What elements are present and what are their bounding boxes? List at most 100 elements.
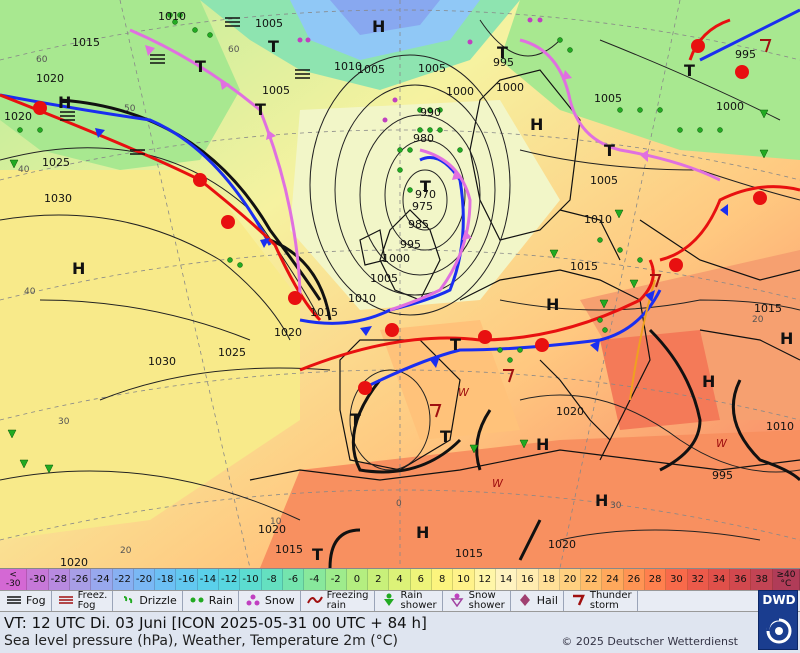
latitude-label: 60 <box>228 45 240 55</box>
front-symbols <box>33 39 767 395</box>
longitude-label: 0 <box>396 499 402 509</box>
scale-cell-min: < -30 <box>0 569 28 590</box>
scale-cell: -4 <box>304 569 326 590</box>
latitude-label: 40 <box>24 287 36 297</box>
low-pressure-center: T <box>604 141 615 160</box>
scale-cell: -10 <box>240 569 262 590</box>
legend-item-freezing-fog: Freez. Fog <box>52 591 114 611</box>
hail-icon <box>516 593 534 610</box>
isobar-label: 1010 <box>766 420 794 433</box>
fog-icon <box>5 593 23 610</box>
scale-cell: -8 <box>261 569 283 590</box>
warm-front <box>0 93 322 322</box>
scale-cell: -30 <box>27 569 49 590</box>
high-pressure-center: H <box>372 17 385 36</box>
legend-item-rain: Rain <box>183 591 239 611</box>
copyright-text: © 2025 Deutscher Wetterdienst <box>561 635 738 648</box>
warm-front-4 <box>688 18 731 61</box>
isobar-label: 1010 <box>158 10 186 23</box>
high-pressure-center: H <box>72 259 85 278</box>
thunderstorm-symbols <box>430 39 772 418</box>
warm-front-3 <box>659 185 800 262</box>
cold-front <box>0 93 272 246</box>
graticule-labels: 60 50 40 30 20 10 60 40 30 20 0 <box>18 45 764 556</box>
wet-weather-mark: W <box>716 437 728 450</box>
high-pressure-center: H <box>546 295 559 314</box>
isobar-label: 1015 <box>275 543 303 556</box>
latitude-label: 60 <box>36 55 48 65</box>
isobar-label: 1005 <box>590 174 618 187</box>
low-pressure-center: T <box>268 37 279 56</box>
scale-cell: 24 <box>602 569 624 590</box>
scale-cell: 22 <box>581 569 603 590</box>
scale-cell: -16 <box>176 569 198 590</box>
warm-front-2 <box>299 259 655 372</box>
isobar-label: 990 <box>420 106 441 119</box>
isobar-label: 995 <box>400 238 421 251</box>
low-pressure-center: T <box>312 545 323 564</box>
isobar-label: 1005 <box>594 92 622 105</box>
isobar-label: 985 <box>408 218 429 231</box>
legend-item-fog: Fog <box>0 591 52 611</box>
isobar-label: 1020 <box>556 405 584 418</box>
scale-cell: 10 <box>453 569 475 590</box>
legend-item-hail: Hail <box>511 591 564 611</box>
scale-cell: 14 <box>495 569 518 590</box>
low-pressure-center: T <box>255 100 266 119</box>
temperature-scale: < -30 -30 -28 -26 -24 -22 -20 -18 -16 -14 -12 -10 -8-… <box>0 568 800 590</box>
drizzle-icon <box>118 593 136 610</box>
legend-label: Thunder storm <box>589 590 632 611</box>
cold-front-2 <box>299 156 465 325</box>
isobar-label: 1010 <box>584 213 612 226</box>
isobar-label: 995 <box>735 48 756 61</box>
latitude-label: 10 <box>270 517 282 527</box>
coldest-area <box>330 0 440 35</box>
legend-item-drizzle: Drizzle <box>113 591 183 611</box>
scale-max-label: ≥40 <box>776 569 796 580</box>
scale-cell: 18 <box>538 569 560 590</box>
isobar-label: 1015 <box>455 547 483 560</box>
latitude-label: 40 <box>18 165 30 175</box>
legend-label: Snow <box>264 594 295 607</box>
rain-icon <box>188 593 206 610</box>
freezing-fog-icon <box>57 593 75 610</box>
isobar-label: 1025 <box>42 156 70 169</box>
scale-cell: -28 <box>48 569 70 590</box>
scandinavia-green <box>500 0 800 160</box>
cold-front-4 <box>699 8 800 62</box>
low-pressure-center: T <box>450 335 461 354</box>
scale-cell: -14 <box>197 569 220 590</box>
legend-item-freezing-rain: Freezing rain <box>301 591 375 611</box>
dwd-logo[interactable]: DWD <box>758 590 798 650</box>
snow-shower-icon <box>448 593 466 610</box>
description-line: Sea level pressure (hPa), Weather, Tempe… <box>4 633 398 649</box>
scale-cell: 28 <box>644 569 667 590</box>
low-pressure-center: T <box>684 61 695 80</box>
scale-cell: 4 <box>389 569 411 590</box>
scale-cell: 34 <box>708 569 731 590</box>
low-pressure-center: T <box>497 43 508 62</box>
low-pressure-center: T <box>350 410 361 429</box>
isobar-label: 1020 <box>548 538 576 551</box>
isobar-label: 1020 <box>4 110 32 123</box>
snow-symbols <box>297 17 543 123</box>
low-pressure-center: T <box>420 177 431 196</box>
scale-cell: -2 <box>325 569 347 590</box>
graticule <box>0 0 800 568</box>
isobar-label: 1005 <box>255 17 283 30</box>
scale-cell: -26 <box>69 569 92 590</box>
legend-label: Rain shower <box>400 590 437 611</box>
fog-symbols <box>60 17 310 155</box>
snow-icon <box>244 593 262 610</box>
weather-map[interactable]: 1010 1005 1015 1005 1020 1005 995 1000 1… <box>0 0 800 568</box>
scale-cell: -6 <box>282 569 305 590</box>
freezing-rain-icon <box>306 593 324 610</box>
isobars <box>0 19 800 541</box>
legend-label: Hail <box>536 594 558 607</box>
scale-cell: 0 <box>346 569 369 590</box>
scale-cell: 8 <box>432 569 454 590</box>
occluded-front-2 <box>389 148 472 312</box>
latitude-label: 50 <box>124 104 136 114</box>
isobar-label: 1005 <box>370 272 398 285</box>
scale-cell: 16 <box>517 569 539 590</box>
